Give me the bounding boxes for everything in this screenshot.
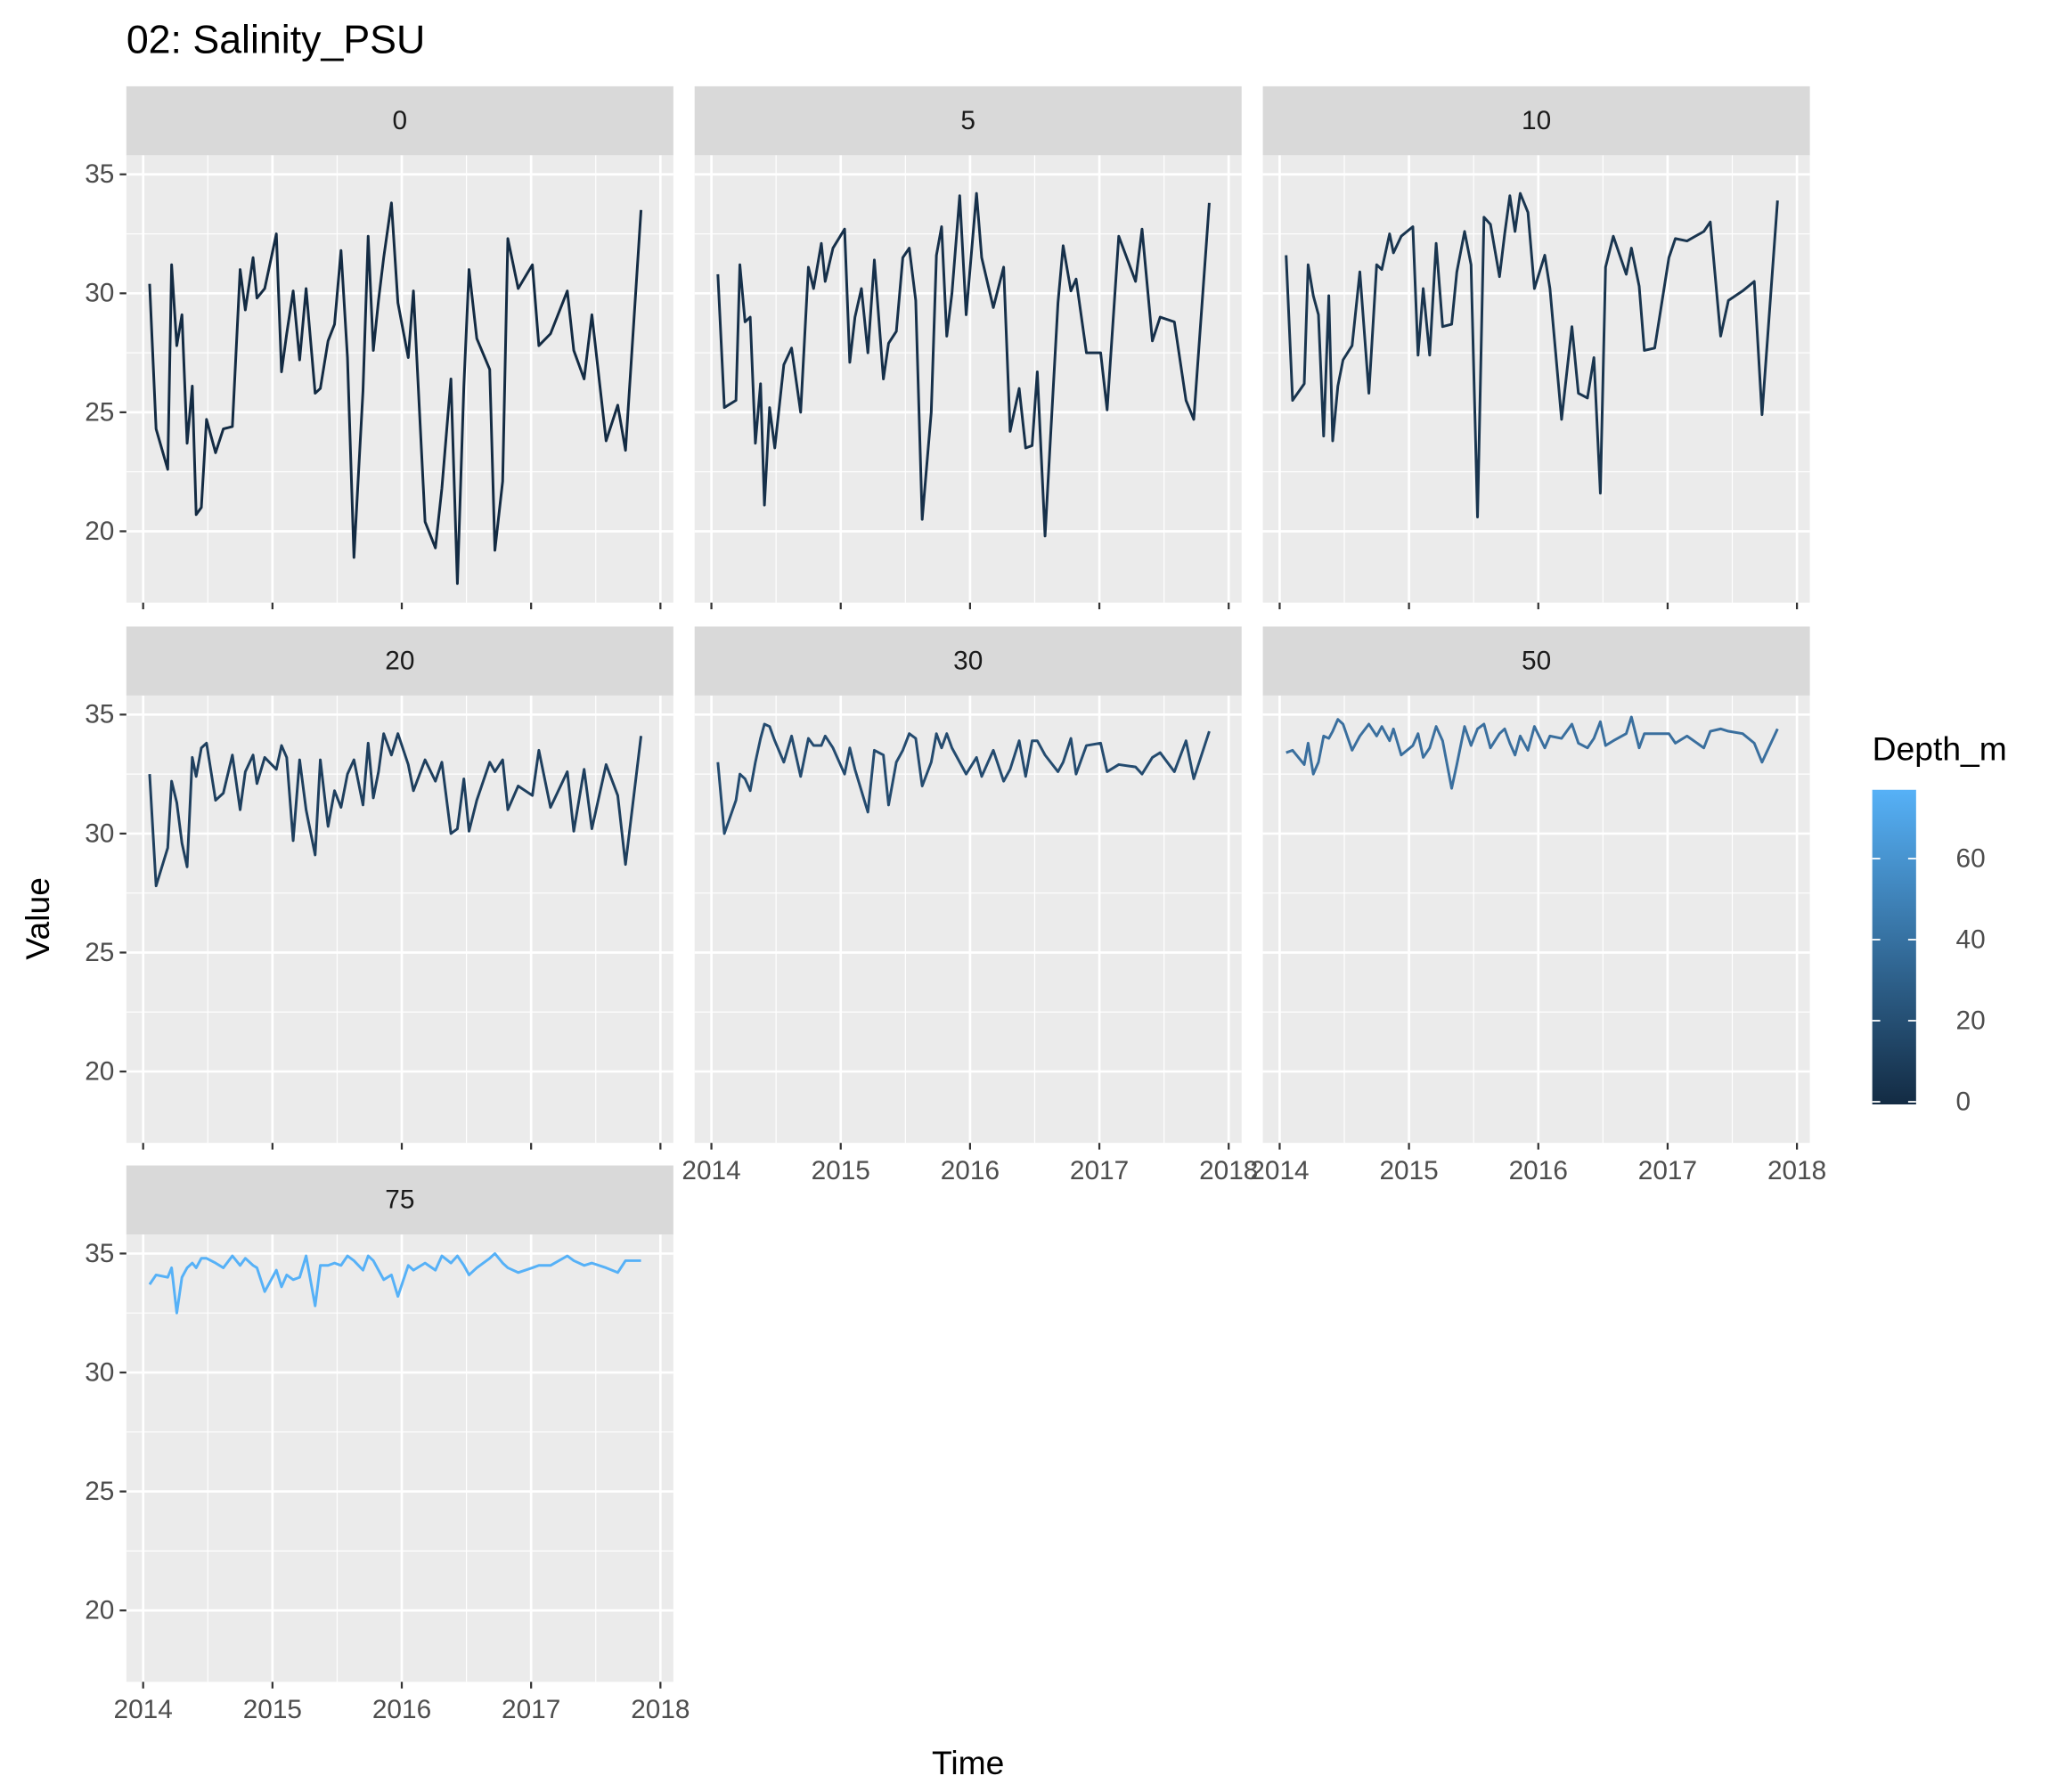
strip-label: 30 [953,647,983,676]
legend-title: Depth_m [1873,729,2007,767]
chart-title: 02: Salinity_PSU [127,19,425,62]
y-tick-label: 30 [85,279,114,308]
x-tick-label: 2015 [812,1156,870,1185]
x-axis-title: Time [932,1744,1004,1781]
strip [126,86,673,156]
y-tick-label: 20 [85,1056,114,1086]
strip-label: 75 [385,1185,414,1215]
colorbar-label: 20 [1956,1006,1986,1035]
x-tick-label: 2014 [682,1156,740,1185]
panel-background [694,695,1242,1144]
line-series [1286,715,1779,790]
strip [694,86,1242,156]
strip [1262,86,1810,156]
y-tick-label: 20 [85,1596,114,1625]
line-series [716,191,1211,538]
strip-label: 0 [393,106,408,135]
x-tick-label: 2016 [1509,1156,1568,1185]
y-tick-label: 35 [85,159,114,189]
strip-label: 50 [1522,647,1551,676]
panel-background [126,155,673,603]
y-tick-label: 25 [85,938,114,967]
x-tick-label: 2014 [114,1695,173,1724]
strip-label: 10 [1522,106,1551,135]
y-tick-label: 30 [85,819,114,848]
x-tick-label: 2016 [941,1156,1000,1185]
y-tick-label: 25 [85,1477,114,1506]
line-series [1285,191,1779,518]
x-tick-label: 2017 [1070,1156,1129,1185]
strip-label: 20 [385,647,414,676]
y-tick-label: 35 [85,1239,114,1268]
colorbar-label: 40 [1956,925,1986,954]
strip [694,626,1242,696]
strip [1262,626,1810,696]
y-tick-label: 20 [85,517,114,546]
strip [126,626,673,696]
x-tick-label: 2017 [1638,1156,1697,1185]
y-tick-label: 25 [85,397,114,427]
x-tick-label: 2018 [631,1695,690,1724]
x-tick-label: 2018 [1199,1156,1258,1185]
panel-background [126,695,673,1144]
y-tick-label: 35 [85,700,114,729]
line-series [716,722,1211,835]
panel-background [694,155,1242,603]
panel-background [1262,155,1810,603]
colorbar-label: 0 [1956,1087,1971,1116]
panel-background [1262,695,1810,1144]
colorbar [1872,789,1916,1104]
colorbar-label: 60 [1956,843,1986,873]
line-series [148,201,643,585]
line-series [148,1251,641,1315]
y-tick-label: 30 [85,1357,114,1387]
x-tick-label: 2014 [1250,1156,1309,1185]
y-axis-title: Value [19,877,56,960]
x-tick-label: 2017 [502,1695,560,1724]
strip-label: 5 [960,106,975,135]
x-tick-label: 2015 [243,1695,302,1724]
x-tick-label: 2018 [1767,1156,1826,1185]
strip [126,1165,673,1235]
x-tick-label: 2015 [1379,1156,1438,1185]
line-series [148,732,643,888]
x-tick-label: 2016 [372,1695,431,1724]
panel-background [126,1234,673,1682]
